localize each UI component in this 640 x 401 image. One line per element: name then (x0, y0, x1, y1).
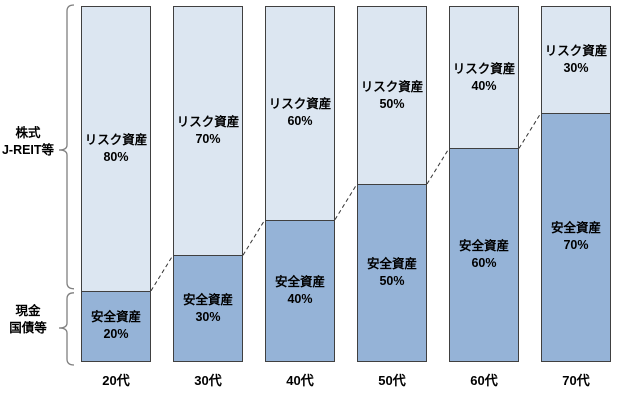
bar-segment-risk: リスク資産 50% (357, 6, 427, 184)
bar-segment-risk: リスク資産 60% (265, 6, 335, 220)
risk-group-label-line2: J-REIT等 (1, 143, 55, 157)
segment-series-name: 安全資産 (274, 274, 325, 289)
safe-group-brace (58, 292, 75, 366)
segment-series-name: リスク資産 (452, 61, 516, 76)
risk-group-brace (58, 4, 75, 290)
axis-label-6: 70代 (562, 373, 590, 388)
bar-segment-risk: リスク資産 40% (449, 6, 519, 149)
segment-series-name: リスク資産 (268, 97, 332, 112)
safe-group-label-line1: 現金 (15, 304, 41, 318)
segment-series-name: 安全資産 (90, 310, 141, 325)
axis-label-4: 50代 (378, 373, 406, 388)
segment-percent-value: 80% (103, 149, 129, 164)
axis-label-2: 30代 (194, 373, 222, 388)
segment-series-name: リスク資産 (360, 79, 424, 94)
segment-percent-value: 40% (287, 291, 313, 306)
axis-label-1: 20代 (102, 373, 130, 388)
segment-percent-value: 30% (563, 60, 589, 75)
segment-series-name: 安全資産 (550, 221, 601, 236)
segment-percent-value: 30% (195, 309, 221, 324)
bar-segment-safe: 安全資産 40% (265, 219, 335, 362)
risk-group-label-line1: 株式 (15, 126, 41, 140)
safe-group-label-line2: 国債等 (9, 321, 47, 335)
segment-series-name: リスク資産 (84, 132, 148, 147)
bar-segment-safe: 安全資産 20% (81, 290, 151, 362)
segment-percent-value: 70% (563, 238, 589, 253)
bar-segment-risk: リスク資産 70% (173, 6, 243, 256)
segment-percent-value: 60% (471, 256, 497, 271)
axis-label-3: 40代 (286, 373, 314, 388)
segment-series-name: 安全資産 (458, 239, 509, 254)
segment-percent-value: 60% (287, 114, 313, 129)
segment-series-name: リスク資産 (176, 115, 240, 130)
segment-series-name: 安全資産 (366, 257, 417, 271)
bar-segment-safe: 安全資産 60% (449, 148, 519, 362)
bar-segment-risk: リスク資産 80% (81, 6, 151, 291)
bar-segment-risk: リスク資産 30% (541, 6, 611, 113)
segment-series-name: 安全資産 (182, 292, 233, 307)
segment-percent-value: 70% (195, 132, 221, 147)
risk-group-side-label: 株式 J-REIT等 (0, 125, 56, 159)
segment-series-name: リスク資産 (544, 43, 608, 58)
axis-label-5: 60代 (470, 373, 498, 388)
segment-percent-value: 50% (379, 96, 405, 111)
segment-percent-value: 40% (471, 78, 497, 93)
bar-segment-safe: 安全資産 70% (541, 112, 611, 362)
bar-segment-safe: 安全資産 30% (173, 255, 243, 362)
bar-segment-safe: 安全資産 50% (357, 184, 427, 362)
segment-percent-value: 20% (103, 327, 129, 342)
segment-percent-value: 50% (379, 274, 405, 288)
safe-group-side-label: 現金 国債等 (0, 303, 56, 337)
